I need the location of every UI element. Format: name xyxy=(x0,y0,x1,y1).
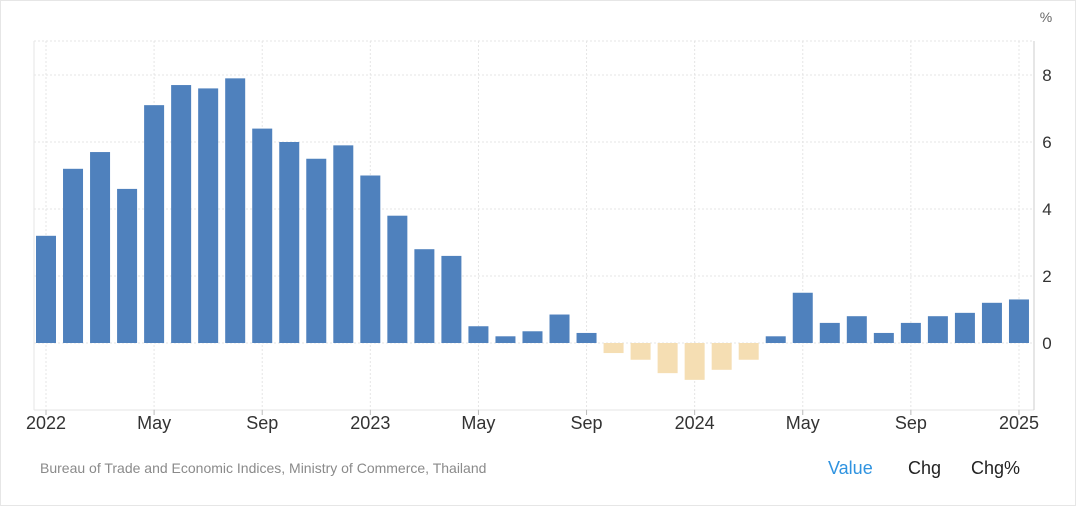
bar-2022-12 xyxy=(333,145,354,343)
bar-2024-03 xyxy=(738,343,759,360)
bar-2023-05 xyxy=(468,326,489,343)
bar-2024-09 xyxy=(900,322,921,343)
tab-value[interactable]: Value xyxy=(828,458,873,478)
y-axis: 0 2 4 6 8 xyxy=(1033,41,1052,410)
y-tick-label: 4 xyxy=(1042,200,1051,219)
tab-chg[interactable]: Chg xyxy=(908,458,942,478)
bar-2022-09 xyxy=(252,128,273,343)
bar-2024-04 xyxy=(765,336,786,343)
grid xyxy=(33,40,1034,411)
bar-2022-06 xyxy=(171,85,192,344)
bar-2023-12 xyxy=(657,343,678,374)
bar-2022-01 xyxy=(36,235,56,343)
x-axis: 2022 May Sep 2023 May Sep 2024 May Sep 2025 xyxy=(26,410,1039,433)
y-tick-label: 8 xyxy=(1042,66,1051,85)
bar-2023-08 xyxy=(549,314,570,343)
view-tabs: Value Chg Chg% xyxy=(1,458,1076,482)
bar-2024-06 xyxy=(819,322,840,343)
x-tick-label: May xyxy=(786,413,820,433)
x-tick-label: 2025 xyxy=(999,413,1039,433)
x-tick-label: May xyxy=(461,413,495,433)
bar-2023-04 xyxy=(441,255,462,343)
y-tick-label: 2 xyxy=(1042,267,1051,286)
x-tick-label: 2023 xyxy=(350,413,390,433)
x-tick-label: Sep xyxy=(895,413,927,433)
bar-2024-08 xyxy=(873,332,894,343)
bar-2023-02 xyxy=(387,215,408,343)
bar-2024-07 xyxy=(846,316,867,343)
bar-2024-01 xyxy=(684,343,705,380)
bar-2022-10 xyxy=(279,142,300,343)
bar-chart: 2022 May Sep 2023 May Sep 2024 May Sep 2025 0 2 4 6 8… xyxy=(26,9,1052,433)
bar-2023-09 xyxy=(576,332,597,343)
x-tick-label: 2022 xyxy=(26,413,66,433)
y-unit-label: % xyxy=(1040,9,1052,25)
bar-2023-07 xyxy=(522,331,543,343)
bar-2022-08 xyxy=(225,78,246,343)
bar-2024-11 xyxy=(954,312,975,343)
source-credit: Bureau of Trade and Economic Indices, Mi… xyxy=(40,460,487,476)
bar-2023-10 xyxy=(603,343,624,354)
bar-2024-12 xyxy=(981,302,1002,343)
bar-2023-06 xyxy=(495,336,516,343)
x-tick-label: 2024 xyxy=(675,413,715,433)
bar-2022-02 xyxy=(63,168,84,343)
bar-2025-01 xyxy=(1008,299,1029,343)
tab-chg-percent[interactable]: Chg% xyxy=(971,458,1021,478)
bar-2022-11 xyxy=(306,158,327,343)
bar-2023-03 xyxy=(414,249,435,343)
bar-2024-02 xyxy=(711,343,732,370)
bar-2024-10 xyxy=(927,316,948,343)
bars xyxy=(36,78,1029,380)
bar-2022-03 xyxy=(90,152,111,343)
y-tick-label: 0 xyxy=(1042,334,1051,353)
bar-2023-01 xyxy=(360,175,381,343)
bar-2023-11 xyxy=(630,343,651,360)
y-tick-label: 6 xyxy=(1042,133,1051,152)
bar-2024-05 xyxy=(792,292,813,343)
x-tick-label: Sep xyxy=(571,413,603,433)
bar-2022-07 xyxy=(198,88,219,344)
x-tick-label: May xyxy=(137,413,171,433)
bar-2022-04 xyxy=(117,188,138,343)
bar-2022-05 xyxy=(144,105,165,344)
x-tick-label: Sep xyxy=(246,413,278,433)
